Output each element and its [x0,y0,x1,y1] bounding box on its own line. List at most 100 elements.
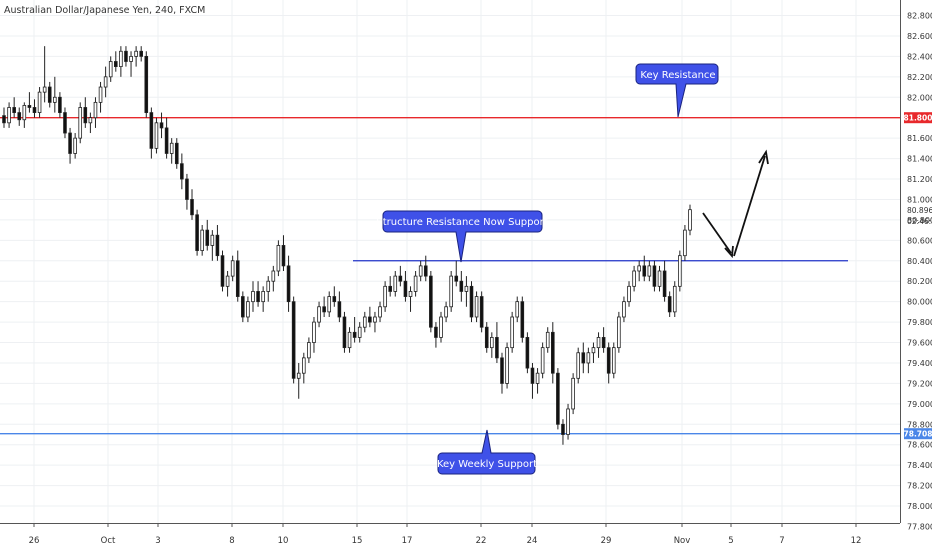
candle-up [596,337,601,349]
svg-text:81.800: 81.800 [904,114,932,123]
candle-up [225,275,230,287]
candle-down [58,96,62,113]
x-tick-label: 29 [601,536,612,546]
candle-down [551,331,555,374]
y-tick-label: 81.000 [907,195,932,204]
y-tick-label: 81.400 [907,155,932,164]
candle-up [683,229,687,257]
candle-up [408,291,413,297]
callout-key-weekly-support[interactable]: Key Weekly Support [437,429,537,475]
candle-down [180,163,184,180]
candle-up [464,285,469,292]
candle-up [154,122,159,149]
candle-up [383,285,387,308]
x-tick-label: 10 [278,536,289,546]
y-tick-label: 79.200 [907,379,932,388]
candle-up [276,245,281,272]
y-tick-label: 78.000 [907,502,932,511]
candle-down [332,296,337,303]
candle-up [73,137,77,154]
x-tick-label: 12 [851,536,862,546]
y-tick-label: 82.600 [907,32,932,41]
x-tick-label: 3 [155,536,160,546]
candle-up [571,377,575,410]
candle-down [256,291,260,303]
arrow-up-head [758,149,769,165]
candle-up [444,306,448,318]
candle-up [611,347,616,374]
candle-down [459,280,464,292]
candle-up [327,296,332,313]
y-tick-label: 79.400 [907,359,932,368]
candle-up [169,142,174,154]
y-tick-label: 81.600 [907,134,932,143]
candle-down [667,296,672,313]
candles [2,46,692,445]
candle-up [627,285,631,303]
candle-down [454,275,459,282]
candle-up [251,291,255,303]
candle-up [418,265,423,277]
y-tick-label: 77.800 [907,523,932,532]
x-axis[interactable]: 26 Oct 3 8 10 15 17 22 24 29 Nov 5 7 12 [0,523,900,546]
candle-down [205,229,210,246]
candle-up [119,50,123,68]
resistance-price-tag: 81.800 [904,112,932,124]
candle-down [500,357,504,384]
x-tick-label: 7 [779,536,784,546]
candle-up [88,117,93,124]
candle-down [388,285,392,292]
candle-up [637,265,641,272]
candle-up [296,372,301,379]
candle-up [510,316,514,349]
candle-down [32,107,37,113]
arrow-down-head [724,245,734,259]
chart-title: Australian Dollar/Japanese Yen, 240, FXC… [4,5,205,16]
candle-down [195,214,199,251]
candle-down [220,255,225,287]
x-tick-label: 17 [402,536,413,546]
callout-key-resistance-text: Key Resistance [640,70,715,81]
y-axis[interactable]: 82.800 82.600 82.400 82.200 82.000 81.800 81.6… [900,0,932,532]
candle-down [556,372,560,425]
candle-up [347,331,352,349]
candle-down [601,337,606,349]
support-price-tag: 78.708 [904,428,932,440]
y-tick-label: 80.600 [907,236,932,245]
candle-up [657,270,662,287]
y-tick-label: 82.400 [907,52,932,61]
candle-down [47,86,52,103]
candle-down [530,367,535,384]
candle-down [190,199,194,216]
candle-up [586,352,591,364]
candle-up [515,301,520,318]
candle-down [174,142,179,165]
current-price-label: 80.896 [907,206,932,215]
arrow-up-segment [733,155,766,257]
candle-down [235,260,240,297]
y-tick-label: 82.000 [907,93,932,102]
y-tick-label: 80.000 [907,298,932,307]
x-tick-label: Nov [674,536,691,546]
candle-up [312,321,316,343]
x-tick-label: 15 [352,536,363,546]
callout-key-resistance[interactable]: Key Resistance [635,63,719,118]
candle-up [307,342,311,359]
candle-down [164,127,169,154]
candle-up [108,61,113,78]
candle-down [484,326,489,349]
x-tick-label: 8 [229,536,234,546]
svg-text:78.708: 78.708 [904,430,932,439]
callout-structure[interactable]: Structure Resistance Now Support [376,210,548,263]
y-tick-label: 79.600 [907,339,932,348]
y-tick-label: 80.200 [907,277,932,286]
arrow-down-segment [702,212,732,254]
candle-down [469,285,474,318]
candle-down [286,265,291,303]
candle-up [576,352,581,379]
candle-down [398,275,403,282]
candle-down [322,306,326,313]
candle-up [413,275,418,292]
y-tick-label: 82.200 [907,73,932,82]
